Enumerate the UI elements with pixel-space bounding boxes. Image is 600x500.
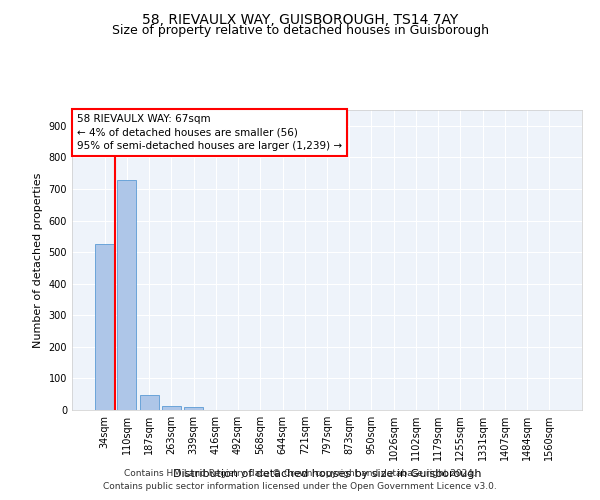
Text: Contains HM Land Registry data © Crown copyright and database right 2024.: Contains HM Land Registry data © Crown c… xyxy=(124,468,476,477)
X-axis label: Distribution of detached houses by size in Guisborough: Distribution of detached houses by size … xyxy=(173,469,481,479)
Bar xyxy=(184,407,203,410)
Text: Contains public sector information licensed under the Open Government Licence v3: Contains public sector information licen… xyxy=(103,482,497,491)
Text: 58, RIEVAULX WAY, GUISBOROUGH, TS14 7AY: 58, RIEVAULX WAY, GUISBOROUGH, TS14 7AY xyxy=(142,12,458,26)
Bar xyxy=(140,395,158,410)
Text: Size of property relative to detached houses in Guisborough: Size of property relative to detached ho… xyxy=(112,24,488,37)
Bar xyxy=(162,406,181,410)
Bar xyxy=(95,244,114,410)
Text: 58 RIEVAULX WAY: 67sqm
← 4% of detached houses are smaller (56)
95% of semi-deta: 58 RIEVAULX WAY: 67sqm ← 4% of detached … xyxy=(77,114,342,151)
Bar xyxy=(118,180,136,410)
Y-axis label: Number of detached properties: Number of detached properties xyxy=(33,172,43,348)
